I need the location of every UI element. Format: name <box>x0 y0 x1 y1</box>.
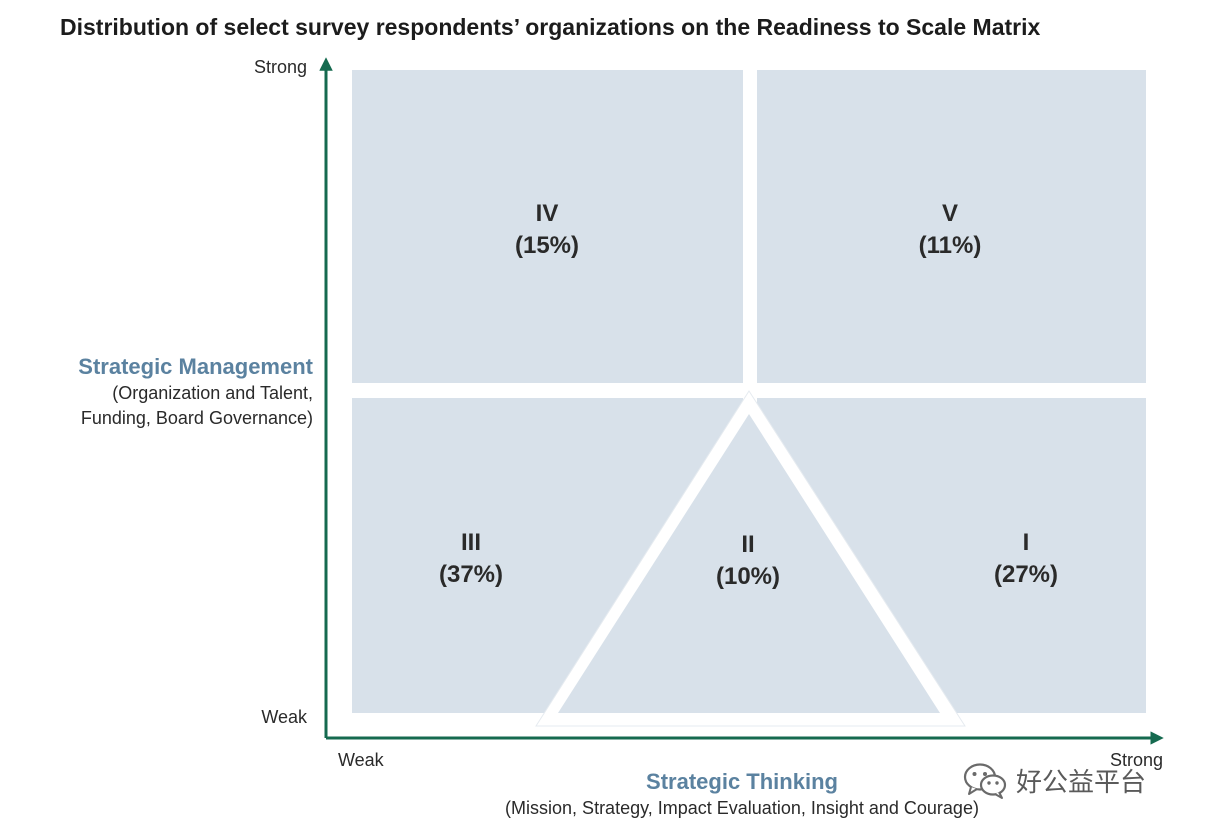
x-axis-label: Strategic Thinking (Mission, Strategy, I… <box>505 768 979 821</box>
x-axis-weak-label: Weak <box>338 750 384 770</box>
y-axis-label: Strategic Management (Organization and T… <box>78 353 313 431</box>
segment-i-label: I (27%) <box>946 527 1106 591</box>
segment-iv-numeral: IV <box>535 200 559 227</box>
segment-v-numeral: V <box>941 200 958 227</box>
segment-v-label: V (11%) <box>870 198 1030 262</box>
y-axis-subtitle-line-1: (Organization and Talent, <box>112 383 313 403</box>
quadrant-v-panel <box>757 70 1146 383</box>
y-axis-subtitle-line-2: Funding, Board Governance) <box>80 408 313 428</box>
segment-ii-label: II (10%) <box>668 529 828 593</box>
segment-ii-triangle <box>558 414 940 713</box>
segment-iii-label: III (37%) <box>391 527 551 591</box>
y-axis-title: Strategic Management <box>78 354 313 379</box>
segment-ii-share: (10%) <box>715 563 781 590</box>
segment-i-numeral: I <box>1022 529 1030 556</box>
segment-iii-share: (37%) <box>438 561 504 588</box>
wechat-icon <box>963 763 1007 799</box>
x-axis-subtitle: (Mission, Strategy, Impact Evaluation, I… <box>505 798 979 818</box>
watermark: 好公益平台 <box>962 760 1146 800</box>
segment-iv-share: (15%) <box>514 232 580 259</box>
segment-i-share: (27%) <box>993 561 1059 588</box>
segment-v-share: (11%) <box>918 232 982 259</box>
x-axis-title: Strategic Thinking <box>646 769 838 794</box>
segment-iii-numeral: III <box>460 529 481 556</box>
quadrant-iv-panel <box>352 70 743 383</box>
segment-ii-numeral: II <box>741 531 755 558</box>
watermark-text: 好公益平台 <box>1016 766 1147 797</box>
x-axis-strong-label: Strong <box>1109 750 1163 770</box>
diagram-title: Distribution of select survey respondent… <box>60 14 1041 40</box>
y-axis-strong-label: Strong <box>253 57 307 77</box>
y-axis-weak-label: Weak <box>261 707 307 727</box>
segment-iv-label: IV (15%) <box>467 198 627 262</box>
